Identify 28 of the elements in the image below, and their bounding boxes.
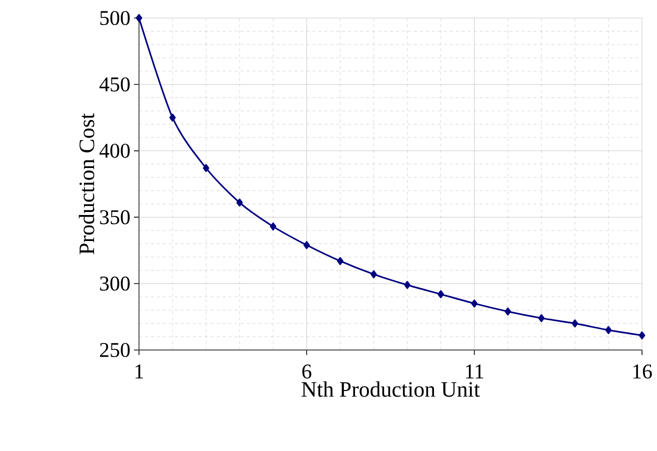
y-tick-label: 400 [100, 144, 130, 158]
y-tick-label: 500 [100, 10, 130, 26]
point [236, 198, 243, 207]
x-axis-title: Nth Production Unit [302, 381, 480, 397]
point [337, 257, 344, 266]
x-tick-label: 1 [136, 364, 143, 378]
x-tick-label: 11 [466, 364, 484, 378]
point [370, 270, 377, 278]
point [471, 300, 478, 308]
y-tick-label: 350 [100, 210, 130, 224]
x-tick-label: 16 [633, 364, 652, 379]
point [538, 314, 545, 322]
point [438, 290, 444, 298]
point [169, 114, 176, 122]
y-tick-label: 300 [100, 276, 130, 291]
point [572, 319, 578, 328]
point [605, 326, 612, 334]
point [303, 241, 310, 250]
y-tick-label: 450 [100, 77, 130, 92]
y-axis-title: Production Cost [78, 113, 94, 254]
point [504, 307, 512, 316]
x-tick-label: 6 [302, 364, 312, 379]
point [136, 14, 142, 22]
point [638, 331, 646, 340]
y-tick-label: 250 [100, 342, 130, 358]
point [404, 280, 410, 289]
point [202, 164, 210, 172]
point [270, 222, 276, 230]
